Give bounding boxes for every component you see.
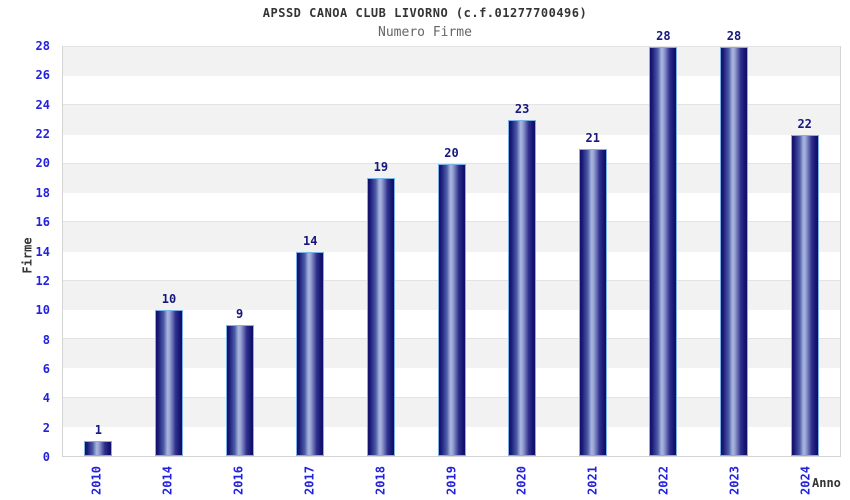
x-axis: 2010 2014 2016 2017 2018 2019 2020 2021 2022 2023… <box>62 457 841 500</box>
bar-value-label: 23 <box>514 102 530 117</box>
bar <box>508 120 537 456</box>
x-tick-label: 2019 <box>444 466 458 495</box>
bar <box>790 134 819 456</box>
y-tick-label: 0 <box>42 450 50 464</box>
y-tick-label: 22 <box>35 127 50 142</box>
bar-value-label: 28 <box>726 29 742 43</box>
y-tick-label: 8 <box>42 332 50 347</box>
chart-subtitle: Numero Firme <box>378 25 472 40</box>
grid-band <box>63 46 840 77</box>
bar-value-label: 9 <box>235 306 244 321</box>
y-tick-label: 18 <box>35 185 50 200</box>
y-tick-label: 2 <box>42 420 50 435</box>
bar-value-label: 22 <box>797 116 812 131</box>
bar-value-label: 10 <box>161 291 177 306</box>
y-tick-label: 6 <box>42 361 50 376</box>
bar <box>366 178 395 456</box>
bar <box>296 251 325 456</box>
y-tick-label: 28 <box>35 39 50 53</box>
bar-value-label: 20 <box>444 145 459 160</box>
y-tick-label: 14 <box>35 244 50 259</box>
y-tick-label: 20 <box>35 156 50 171</box>
bar <box>578 149 607 456</box>
x-tick-label: 2020 <box>514 466 529 495</box>
bar-value-label: 14 <box>302 233 318 248</box>
bar <box>154 309 183 456</box>
y-axis: 0 2 4 6 8 10 12 14 16 18 20 22 24 26 28 <box>0 39 54 464</box>
x-axis-title: Anno <box>812 476 841 490</box>
bar-value-label: 19 <box>373 160 389 175</box>
x-tick-label: 2022 <box>656 466 671 495</box>
y-tick-label: 12 <box>35 273 50 288</box>
y-tick-label: 24 <box>35 97 50 112</box>
chart-title: APSSD CANOA CLUB LIVORNO (c.f.0127770049… <box>262 6 588 20</box>
bar <box>649 47 678 456</box>
x-tick-label: 2021 <box>585 466 600 495</box>
x-tick-label: 2014 <box>160 466 175 495</box>
bar <box>225 324 254 456</box>
x-tick-label: 2023 <box>727 466 742 495</box>
y-tick-label: 16 <box>35 215 50 230</box>
y-tick-label: 26 <box>35 68 50 83</box>
x-tick-label: 2010 <box>89 466 104 495</box>
x-tick-label: 2016 <box>231 466 246 495</box>
bar-value-label: 28 <box>656 29 671 43</box>
grid-band <box>63 104 840 135</box>
bar <box>437 163 466 456</box>
y-tick-label: 4 <box>42 391 50 406</box>
bar <box>720 47 749 456</box>
bar-value-label: 1 <box>94 423 102 438</box>
plot-area: 1 10 9 14 19 20 23 21 28 28 22 <box>62 29 841 457</box>
bar-value-label: 21 <box>585 131 600 146</box>
x-tick-label: 2017 <box>302 466 317 495</box>
x-tick-label: 2024 <box>798 466 813 495</box>
bar <box>84 441 113 456</box>
y-tick-label: 10 <box>35 303 50 318</box>
x-tick-label: 2018 <box>373 466 388 495</box>
